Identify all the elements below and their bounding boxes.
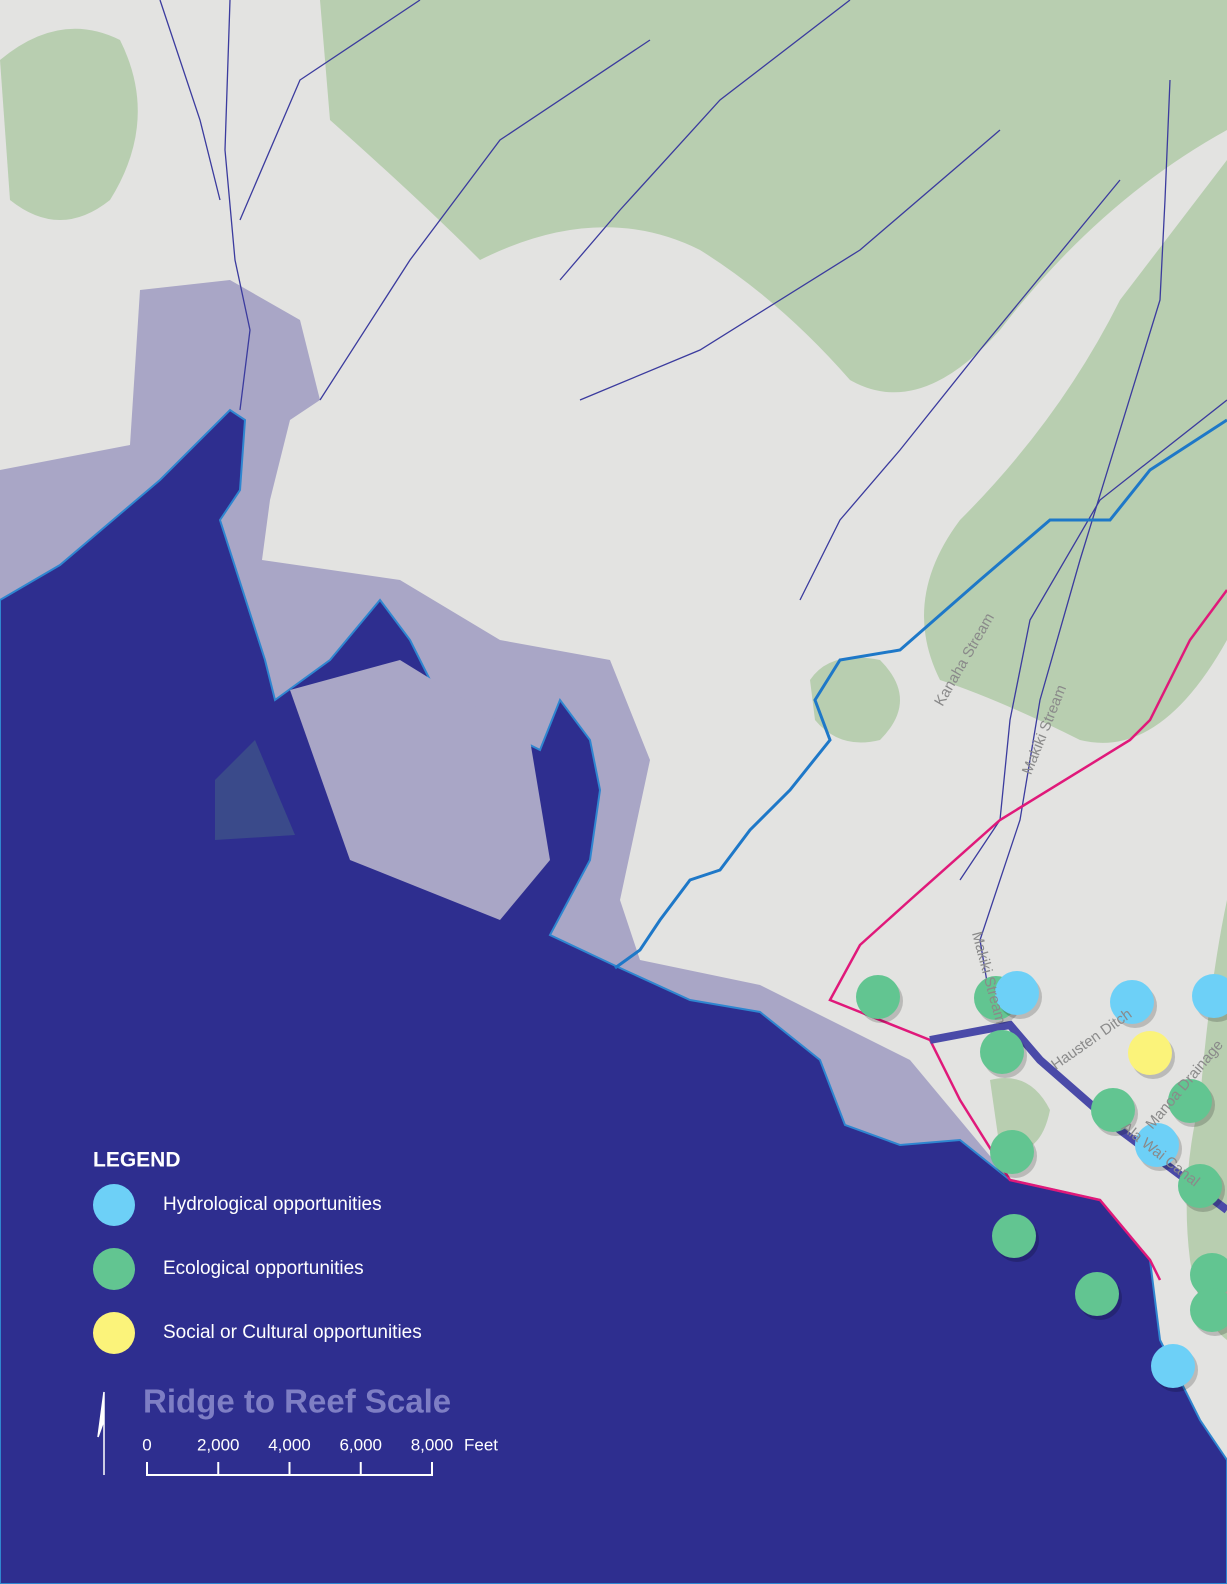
legend-title: LEGEND xyxy=(93,1149,181,1172)
watershed-boundary xyxy=(614,418,1227,970)
opportunity-marker xyxy=(980,1030,1024,1074)
scale-tick-label: 4,000 xyxy=(268,1435,311,1454)
district-boundary xyxy=(828,589,1227,1281)
opportunity-marker xyxy=(1151,1344,1195,1388)
opportunity-marker xyxy=(1135,1123,1179,1167)
opportunity-marker xyxy=(1110,980,1154,1024)
opportunity-marker xyxy=(992,1214,1036,1258)
legend-label: Ecological opportunities xyxy=(163,1258,364,1279)
scale-tick-label: 0 xyxy=(142,1435,151,1454)
green-areas xyxy=(0,0,1227,1340)
opportunity-marker xyxy=(1075,1272,1119,1316)
scale-bar: 0 2,000 4,000 6,000 8,000 Feet xyxy=(142,1435,498,1476)
reef-area xyxy=(215,740,295,840)
opportunity-marker xyxy=(856,975,900,1019)
legend-label: Hydrological opportunities xyxy=(163,1194,382,1215)
legend-swatch xyxy=(93,1312,135,1354)
scale-tick-label: 8,000 xyxy=(411,1435,454,1454)
opportunity-marker xyxy=(1190,1253,1227,1297)
north-arrow xyxy=(97,1391,105,1475)
opportunity-marker xyxy=(1192,974,1227,1018)
opportunity-marker xyxy=(1178,1164,1222,1208)
opportunity-marker xyxy=(995,971,1039,1015)
scale-unit: Feet xyxy=(464,1435,498,1454)
scale-tick-label: 6,000 xyxy=(339,1435,382,1454)
opportunity-marker xyxy=(990,1130,1034,1174)
opportunity-marker xyxy=(1091,1088,1135,1132)
legend: Hydrological opportunities Ecological opp… xyxy=(93,1184,422,1354)
opportunity-markers xyxy=(856,971,1227,1392)
opportunity-marker xyxy=(1190,1288,1227,1332)
legend-swatch xyxy=(93,1248,135,1290)
streams xyxy=(159,0,1227,1001)
sand-island xyxy=(290,660,550,920)
scale-tick-label: 2,000 xyxy=(197,1435,240,1454)
opportunity-marker xyxy=(1128,1031,1172,1075)
legend-swatch xyxy=(93,1184,135,1226)
opportunity-marker xyxy=(1168,1079,1212,1123)
legend-label: Social or Cultural opportunities xyxy=(163,1322,422,1343)
scale-title: Ridge to Reef Scale xyxy=(143,1383,451,1420)
